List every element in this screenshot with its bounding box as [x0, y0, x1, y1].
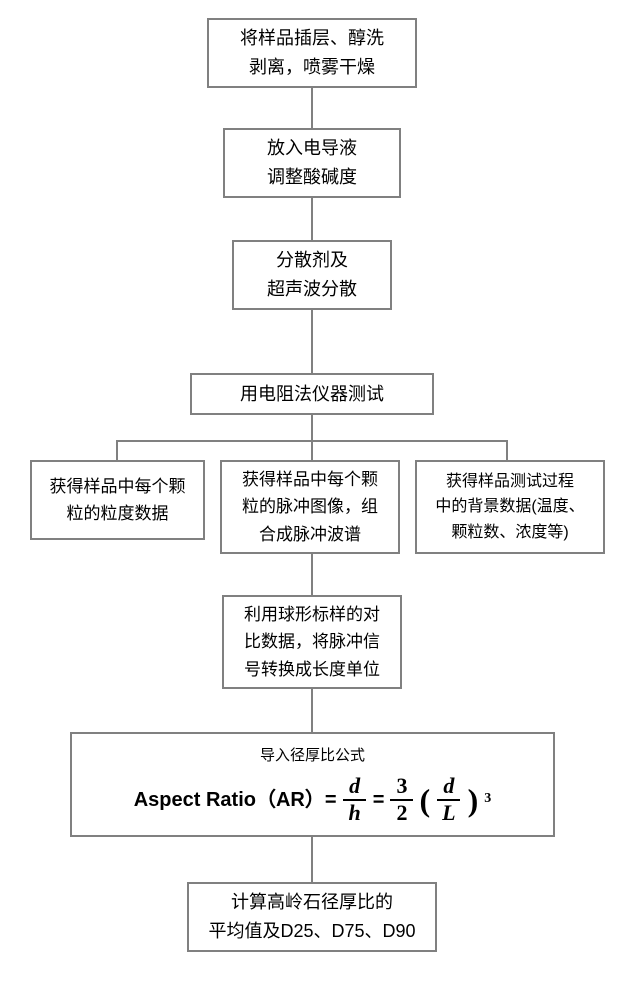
node-text: 粒的脉冲图像，组	[234, 493, 386, 520]
node-text: 利用球形标样的对	[236, 601, 388, 628]
fraction-32: 32	[390, 774, 413, 824]
node-text: 将样品插层、醇洗	[221, 24, 403, 53]
node-step-2: 放入电导液 调整酸碱度	[223, 128, 401, 198]
node-text: 平均值及D25、D75、D90	[201, 917, 423, 946]
exponent: 3	[484, 788, 491, 810]
node-text: 获得样品中每个颗	[234, 466, 386, 493]
open-paren: (	[419, 784, 430, 816]
connector-line	[311, 837, 313, 882]
node-branch-center: 获得样品中每个颗 粒的脉冲图像，组 合成脉冲波谱	[220, 460, 400, 554]
equals-sign: =	[373, 784, 385, 816]
node-step-convert: 利用球形标样的对 比数据，将脉冲信 号转换成长度单位	[222, 595, 402, 689]
node-text: 剥离，喷雾干燥	[221, 53, 403, 82]
node-text: 中的背景数据(温度、	[429, 494, 591, 520]
formula-equation: Aspect Ratio（AR）= dh = 32 ( dL )3	[84, 774, 541, 824]
node-text: 调整酸碱度	[237, 163, 387, 192]
node-step-1: 将样品插层、醇洗 剥离，喷雾干燥	[207, 18, 417, 88]
node-text: 放入电导液	[237, 134, 387, 163]
node-text: 合成脉冲波谱	[234, 521, 386, 548]
node-text: 分散剂及	[246, 246, 378, 275]
node-text: 比数据，将脉冲信	[236, 628, 388, 655]
connector-line	[311, 198, 313, 240]
node-step-result: 计算高岭石径厚比的 平均值及D25、D75、D90	[187, 882, 437, 952]
node-step-3: 分散剂及 超声波分散	[232, 240, 392, 310]
node-text: 计算高岭石径厚比的	[201, 888, 423, 917]
node-text: 超声波分散	[246, 275, 378, 304]
node-text: 粒的粒度数据	[44, 500, 191, 527]
connector-line	[506, 440, 508, 460]
node-branch-left: 获得样品中每个颗 粒的粒度数据	[30, 460, 205, 540]
node-text: 用电阻法仪器测试	[204, 380, 420, 409]
formula-header: 导入径厚比公式	[84, 744, 541, 768]
close-paren: )	[468, 784, 479, 816]
connector-line	[311, 689, 313, 732]
flowchart-container: 将样品插层、醇洗 剥离，喷雾干燥 放入电导液 调整酸碱度 分散剂及 超声波分散 …	[0, 0, 625, 1000]
connector-line	[116, 440, 118, 460]
connector-line	[311, 440, 313, 460]
node-text: 获得样品测试过程	[429, 469, 591, 495]
node-text: 颗粒数、浓度等)	[429, 520, 591, 546]
node-step-4: 用电阻法仪器测试	[190, 373, 434, 415]
fraction-dh: dh	[343, 774, 367, 824]
node-formula: 导入径厚比公式 Aspect Ratio（AR）= dh = 32 ( dL )…	[70, 732, 555, 837]
node-branch-right: 获得样品测试过程 中的背景数据(温度、 颗粒数、浓度等)	[415, 460, 605, 554]
connector-line	[311, 310, 313, 373]
node-text: 获得样品中每个颗	[44, 473, 191, 500]
fraction-dl: dL	[436, 774, 461, 824]
connector-line	[311, 554, 313, 595]
connector-line	[311, 88, 313, 128]
formula-label: Aspect Ratio（AR）=	[134, 784, 337, 816]
node-text: 号转换成长度单位	[236, 656, 388, 683]
connector-line	[311, 415, 313, 440]
